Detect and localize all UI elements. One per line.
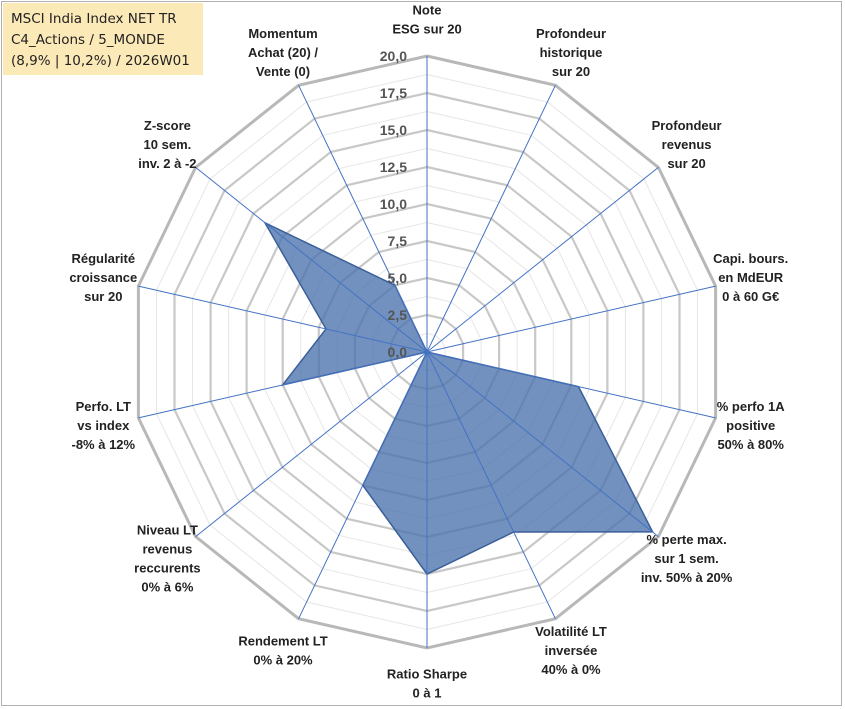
axis-label-line: Achat (20) /: [248, 45, 318, 60]
chart-title-line-2: C4_Actions / 5_MONDE: [11, 32, 165, 48]
radial-tick-labels: 0,0 2,5 5,0 7,5 10,0 12,5 15,0 17,5 20,0: [380, 48, 407, 360]
axis-label: Capi. bours. en MdEUR 0 à 60 G€: [713, 251, 788, 304]
axis-label-line: Note: [413, 3, 442, 18]
axis-label-line: Vente (0): [256, 64, 310, 79]
axis-label-line: ESG sur 20: [392, 22, 461, 37]
axis-spoke: [426, 351, 716, 419]
axis-spoke: [195, 351, 428, 537]
axis-label: % perfo 1A positive 50% à 80%: [717, 399, 786, 452]
tick-label: 7,5: [388, 233, 408, 249]
axis-label: Profondeur revenus sur 20: [652, 118, 722, 171]
chart-title-box: MSCI India Index NET TR C4_Actions / 5_M…: [3, 3, 203, 75]
tick-label: 2,5: [388, 307, 408, 323]
axis-label-line: Profondeur: [536, 26, 606, 41]
axis-label-line: 0 à 1: [413, 686, 442, 701]
axis-label: Note ESG sur 20: [392, 3, 461, 37]
tick-label: 5,0: [388, 270, 408, 286]
radar-series: [263, 221, 654, 575]
axis-spoke: [426, 285, 716, 353]
tick-label: 10,0: [380, 196, 407, 212]
axis-label-line: revenus: [662, 137, 712, 152]
axis-label-line: 0% à 6%: [141, 580, 193, 595]
axis-label-line: Ratio Sharpe: [387, 667, 467, 682]
tick-label: 0,0: [388, 344, 408, 360]
axis-label: Ratio Sharpe 0 à 1: [387, 667, 467, 701]
axis-spoke: [426, 351, 556, 619]
tick-label: 12,5: [380, 159, 407, 175]
axis-label: Rendement LT 0% à 20%: [238, 634, 327, 668]
axis-label-line: 50% à 80%: [717, 437, 784, 452]
axis-label-line: % perte max.: [646, 532, 726, 547]
axis-label-line: Volatilité LT: [535, 624, 607, 639]
axis-label-line: % perfo 1A: [717, 399, 786, 414]
axis-label-line: inv. 50% à 20%: [641, 570, 733, 585]
axis-label-line: sur 20: [84, 289, 122, 304]
axis-label-line: croissance: [69, 270, 137, 285]
axis-labels: Note ESG sur 20 Profondeur historique sur 20…: [69, 3, 788, 701]
axis-spoke: [138, 285, 428, 353]
series-area: [263, 221, 654, 575]
axis-label-line: vs index: [77, 418, 130, 433]
axis-spoke: [298, 351, 428, 619]
axis-spoke: [138, 351, 428, 419]
axis-label: Momentum Achat (20) / Vente (0): [248, 26, 318, 79]
axis-label-line: revenus: [142, 542, 192, 557]
axis-label-line: historique: [540, 45, 603, 60]
axis-label-line: Z-score: [144, 118, 191, 133]
axis-label-line: sur 1 sem.: [654, 551, 718, 566]
axis-label-line: 0% à 20%: [253, 653, 313, 668]
axis-label-line: Perfo. LT: [76, 399, 131, 414]
axis-label-line: Momentum: [248, 26, 317, 41]
axis-spoke: [298, 85, 428, 353]
axis-label-line: inv. 2 à -2: [138, 156, 196, 171]
axis-label-line: 40% à 0%: [541, 662, 601, 677]
axis-label-line: sur 20: [552, 64, 590, 79]
axis-spoke: [195, 167, 428, 353]
chart-title-line-1: MSCI India Index NET TR: [11, 11, 177, 27]
axis-label-line: Capi. bours.: [713, 251, 788, 266]
axis-spoke: [426, 167, 659, 353]
tick-label: 15,0: [380, 122, 407, 138]
axis-label-line: Rendement LT: [238, 634, 327, 649]
axis-label: Z-score 10 sem. inv. 2 à -2: [138, 118, 196, 171]
axis-label-line: en MdEUR: [718, 270, 784, 285]
tick-label: 17,5: [380, 85, 407, 101]
axis-label-line: 0 à 60 G€: [722, 289, 779, 304]
axis-label-line: positive: [726, 418, 775, 433]
axis-label: Volatilité LT inversée 40% à 0%: [535, 624, 607, 677]
axis-label: % perte max. sur 1 sem. inv. 50% à 20%: [641, 532, 733, 585]
axis-label-line: sur 20: [667, 156, 705, 171]
chart-title-line-3: (8,9% | 10,2%) / 2026W01: [11, 53, 190, 69]
axis-label-line: Régularité: [72, 251, 136, 266]
axis-label-line: Niveau LT: [137, 523, 198, 538]
axis-spoke: [426, 351, 659, 537]
axis-spoke: [426, 85, 556, 353]
tick-label: 20,0: [380, 48, 407, 64]
axis-label: Perfo. LT vs index -8% à 12%: [72, 399, 136, 452]
axis-label-line: reccurents: [134, 561, 200, 576]
axis-label-line: inversée: [545, 643, 598, 658]
axis-label: Niveau LT revenus reccurents 0% à 6%: [134, 523, 200, 595]
axis-label-line: 10 sem.: [144, 137, 192, 152]
axis-label: Régularité croissance sur 20: [69, 251, 137, 304]
radar-spokes: [138, 56, 716, 648]
axis-label-line: Profondeur: [652, 118, 722, 133]
axis-label-line: -8% à 12%: [72, 437, 136, 452]
axis-label: Profondeur historique sur 20: [536, 26, 606, 79]
